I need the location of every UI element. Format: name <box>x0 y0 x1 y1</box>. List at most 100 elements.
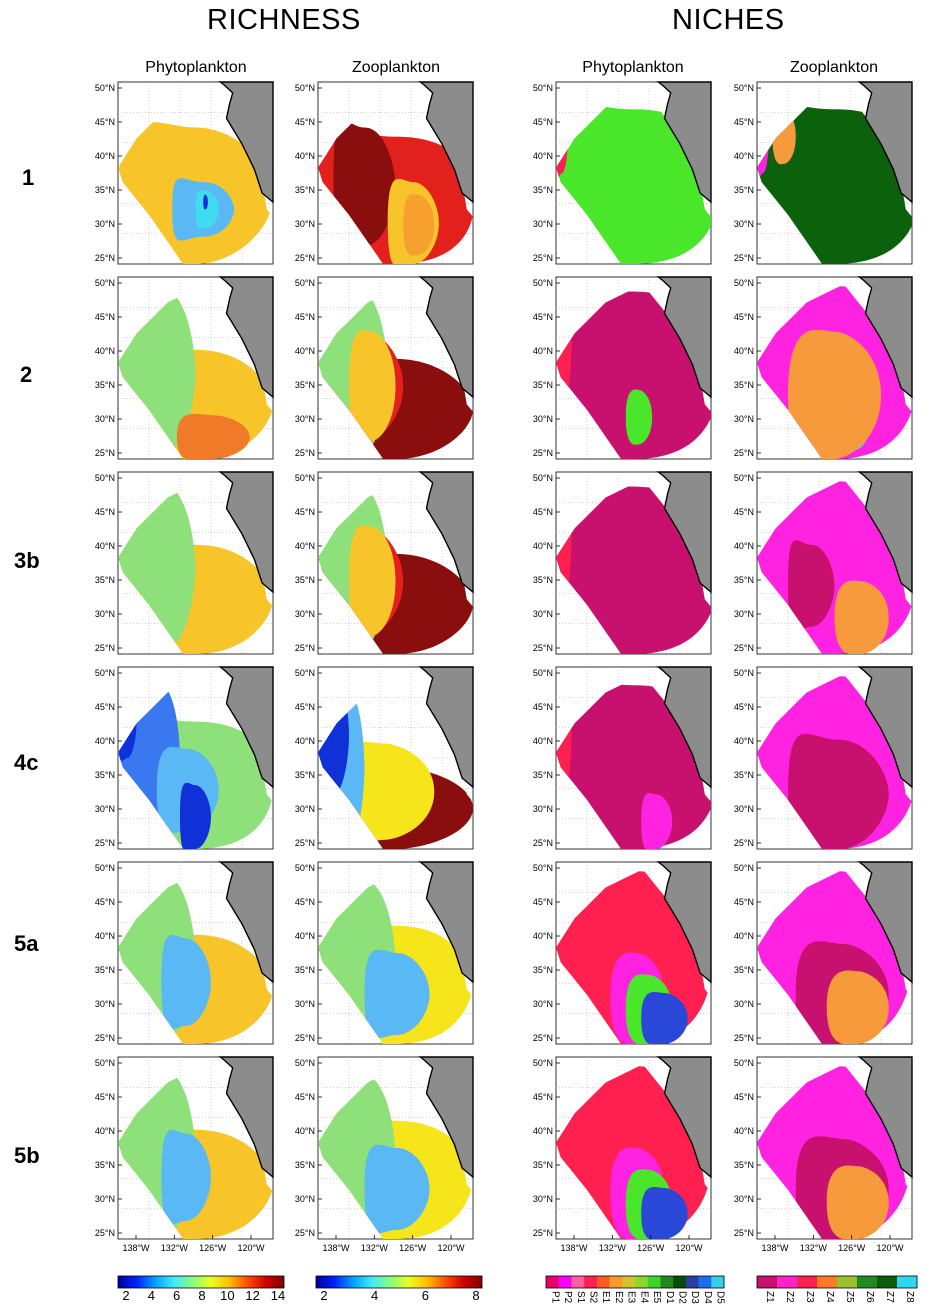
lat-tick-label: 35°N <box>95 965 115 975</box>
colorbar-swatch <box>777 1276 798 1288</box>
land-mask <box>218 1056 274 1179</box>
row-label-1: 1 <box>22 165 35 190</box>
field-region <box>834 580 889 654</box>
land-mask <box>418 471 474 594</box>
lat-tick-label: 35°N <box>533 1160 553 1170</box>
lat-tick-label: 50°N <box>295 668 315 678</box>
lat-tick-label: 25°N <box>734 838 754 848</box>
lon-tick-label: 132°W <box>599 1243 627 1253</box>
lat-tick-label: 35°N <box>95 380 115 390</box>
lat-tick-label: 35°N <box>734 185 754 195</box>
lat-tick-label: 50°N <box>734 278 754 288</box>
colorbar-swatch <box>877 1276 898 1288</box>
colorbar-tick-label: 6 <box>173 1288 180 1303</box>
lat-tick-label: 35°N <box>734 575 754 585</box>
lat-tick-label: 30°N <box>533 609 553 619</box>
lat-tick-label: 40°N <box>295 151 315 161</box>
lat-tick-label: 30°N <box>533 804 553 814</box>
land-mask <box>857 81 913 204</box>
field-region <box>826 970 889 1044</box>
niches-header: NICHES <box>672 4 785 36</box>
row-label-5b: 5b <box>14 1143 40 1168</box>
lat-tick-label: 30°N <box>533 1194 553 1204</box>
lat-tick-label: 35°N <box>95 1160 115 1170</box>
colorbar-category-label: E3 <box>626 1291 637 1304</box>
map-panel-niches-phytoplankton-run-3b: 50°N 45°N 40°N 35°N 30°N 25°N <box>533 471 712 655</box>
map-panel-richness-phytoplankton-run-3b: 50°N 45°N 40°N 35°N 30°N 25°N <box>95 471 274 655</box>
colorbar-category-label: P1 <box>549 1291 560 1304</box>
lat-tick-label: 25°N <box>533 643 553 653</box>
lon-tick-label: 126°W <box>199 1243 227 1253</box>
lat-tick-label: 45°N <box>533 117 553 127</box>
colorbar-swatch <box>558 1276 572 1288</box>
map-panel-richness-phytoplankton-run-5a: 50°N 45°N 40°N 35°N 30°N 25°N <box>95 861 274 1045</box>
field-region <box>641 792 673 849</box>
lat-tick-label: 50°N <box>95 278 115 288</box>
colorbar-category-label: Z2 <box>784 1291 795 1303</box>
land-mask <box>656 81 712 204</box>
lat-tick-label: 35°N <box>734 965 754 975</box>
lat-tick-label: 35°N <box>295 770 315 780</box>
colorbar-category-label: E2 <box>613 1291 624 1304</box>
lat-tick-label: 25°N <box>734 1033 754 1043</box>
colorbar-gradient <box>117 1275 285 1289</box>
land-mask <box>218 861 274 984</box>
field-region <box>788 329 881 459</box>
lat-tick-label: 50°N <box>533 83 553 93</box>
column-title-richness-zooplankton: Zooplankton <box>351 59 441 76</box>
field-region <box>195 190 219 229</box>
map-panel-richness-zooplankton-run-5b: 50°N 45°N 40°N 35°N 30°N 25°N 138°W 132°W 126°W 1… <box>295 1056 474 1253</box>
colorbar-niches-zooplankton: Z1 Z2 Z3 Z4 Z5 Z6 Z7 Z8 <box>756 1275 918 1303</box>
colorbar-swatch <box>857 1276 878 1288</box>
lat-tick-label: 40°N <box>734 736 754 746</box>
lat-tick-label: 50°N <box>734 83 754 93</box>
richness-header: RICHNESS <box>207 4 361 36</box>
field-region <box>349 329 396 443</box>
field-region <box>641 991 688 1044</box>
colorbar-swatch <box>757 1276 778 1288</box>
lat-tick-label: 30°N <box>734 999 754 1009</box>
colorbar-tick-label: 6 <box>422 1288 429 1303</box>
land-mask <box>218 81 274 204</box>
map-panel-richness-phytoplankton-run-5b: 50°N 45°N 40°N 35°N 30°N 25°N 138°W 132°W 126°W 1… <box>95 1056 274 1253</box>
lon-tick-label: 120°W <box>237 1243 265 1253</box>
field-region <box>826 1165 889 1239</box>
lat-tick-label: 40°N <box>734 346 754 356</box>
colorbar-category-label: D5 <box>715 1291 726 1304</box>
land-mask <box>656 471 712 594</box>
colorbar-category-label: Z6 <box>864 1291 875 1303</box>
land-mask <box>857 276 913 399</box>
lat-tick-label: 45°N <box>533 1092 553 1102</box>
lat-tick-label: 45°N <box>295 897 315 907</box>
lat-tick-label: 50°N <box>95 863 115 873</box>
lat-tick-label: 40°N <box>533 1126 553 1136</box>
lat-tick-label: 35°N <box>533 575 553 585</box>
lat-tick-label: 25°N <box>95 1033 115 1043</box>
lat-tick-label: 45°N <box>95 117 115 127</box>
lat-tick-label: 45°N <box>734 507 754 517</box>
colorbar-swatch <box>817 1276 838 1288</box>
map-panel-richness-zooplankton-run-4c: 50°N 45°N 40°N 35°N 30°N 25°N <box>295 666 474 850</box>
land-mask <box>418 276 474 399</box>
colorbar-swatch <box>596 1276 610 1288</box>
colorbar-category-label: D2 <box>677 1291 688 1304</box>
lat-tick-label: 35°N <box>295 1160 315 1170</box>
lat-tick-label: 25°N <box>95 838 115 848</box>
colorbar-gradient <box>315 1275 483 1289</box>
lat-tick-label: 35°N <box>295 185 315 195</box>
land-mask <box>218 666 274 789</box>
lat-tick-label: 35°N <box>95 575 115 585</box>
colorbar-category-label: E4 <box>638 1291 649 1304</box>
colorbar-tick-label: 14 <box>271 1288 285 1303</box>
lat-tick-label: 50°N <box>734 863 754 873</box>
lat-tick-label: 25°N <box>734 643 754 653</box>
lon-tick-label: 132°W <box>361 1243 389 1253</box>
lat-tick-label: 25°N <box>95 448 115 458</box>
colorbar-frame <box>756 1275 918 1289</box>
lat-tick-label: 35°N <box>734 380 754 390</box>
map-panel-niches-zooplankton-run-5b: 50°N 45°N 40°N 35°N 30°N 25°N 138°W 132°W 126°W 1… <box>734 1056 913 1253</box>
lat-tick-label: 25°N <box>295 448 315 458</box>
map-panel-niches-phytoplankton-run-1: 50°N 45°N 40°N 35°N 30°N 25°N <box>533 81 712 265</box>
lat-tick-label: 25°N <box>533 1033 553 1043</box>
